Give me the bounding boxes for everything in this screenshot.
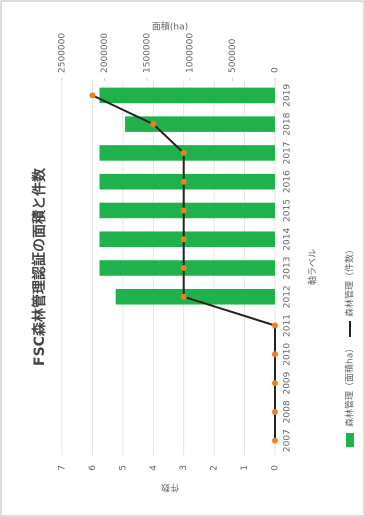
- bar: [99, 202, 275, 219]
- legend-label: 森林管理（件数）: [344, 245, 356, 317]
- y-axis-title: 件数: [161, 482, 179, 494]
- marker: [272, 437, 278, 444]
- y2-tick-label: 1000000: [185, 33, 195, 73]
- x-tick-label: 2013: [283, 257, 293, 280]
- marker: [180, 178, 187, 185]
- y-tick-label: 0: [271, 465, 281, 471]
- y-tick-label: 5: [118, 465, 128, 471]
- bar: [99, 260, 275, 276]
- y2-axis-title: 面積(ha): [152, 21, 188, 33]
- marker: [150, 121, 157, 128]
- x-tick-label: 2012: [283, 285, 293, 308]
- bar: [99, 231, 275, 247]
- marker: [180, 265, 187, 271]
- bar: [99, 173, 275, 190]
- y-tick-label: 7: [58, 465, 68, 471]
- marker: [272, 408, 278, 415]
- y2-tick-label: 1500000: [143, 33, 153, 73]
- x-tick-label: 2014: [283, 228, 293, 251]
- x-tick-label: 2018: [283, 112, 293, 135]
- x-axis-title: 軸ラベル: [307, 249, 319, 285]
- chart-title: FSC森林管理認証の面積と件数: [31, 167, 48, 366]
- marker: [89, 92, 96, 99]
- marker: [272, 351, 278, 358]
- y2-tick-label: 0: [271, 67, 281, 73]
- x-tick-label: 2008: [283, 400, 293, 423]
- x-tick-label: 2019: [283, 84, 293, 107]
- rotated-chart: FSC森林管理認証の面積と件数 軸ラベル 件数 面積(ha) 0 1 2 3 4 5 6 7 0…: [31, 21, 356, 494]
- y2-tick-label: 2000000: [100, 33, 110, 73]
- marker: [272, 380, 278, 387]
- legend-swatch: [346, 433, 354, 447]
- y-tick-label: 3: [179, 465, 189, 471]
- bar: [115, 289, 276, 305]
- x-tick-label: 2007: [283, 429, 293, 452]
- x-tick-label: 2011: [283, 314, 293, 337]
- bar: [99, 145, 275, 161]
- marker: [180, 207, 187, 214]
- x-tick-label: 2010: [283, 343, 293, 366]
- x-tick-label: 2016: [283, 170, 293, 193]
- marker: [180, 149, 187, 156]
- y-tick-label: 2: [210, 465, 220, 471]
- marker: [180, 236, 187, 243]
- x-tick-label: 2009: [283, 371, 293, 394]
- marker: [272, 322, 278, 329]
- x-tick-label: 2015: [283, 199, 293, 222]
- y2-tick-label: 2500000: [58, 33, 68, 73]
- y2-tick-label: 500000: [228, 38, 238, 73]
- bar: [99, 87, 275, 104]
- bar: [125, 116, 275, 132]
- marker: [180, 293, 187, 300]
- y-tick-label: 6: [88, 465, 98, 471]
- x-tick-label: 2017: [283, 141, 293, 164]
- y-tick-label: 1: [240, 465, 250, 471]
- legend-label: 森林管理（面積ha）: [344, 344, 356, 427]
- y-tick-label: 4: [149, 465, 159, 471]
